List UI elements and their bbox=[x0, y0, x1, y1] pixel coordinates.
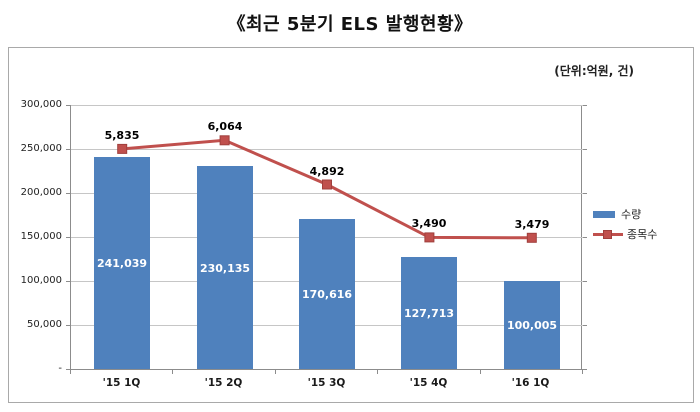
x-axis-tick bbox=[377, 370, 378, 374]
y-axis-tick bbox=[583, 105, 587, 106]
y-axis-tick bbox=[583, 193, 587, 194]
bar-value-label: 241,039 bbox=[96, 257, 148, 270]
y-axis-tick bbox=[583, 149, 587, 150]
legend-item-line-series: 종목수 bbox=[593, 226, 657, 242]
line-value-label: 6,064 bbox=[207, 120, 243, 133]
bar-'15 3Q bbox=[299, 219, 355, 369]
y-axis-tick bbox=[66, 237, 70, 238]
y-axis-tick-label: 200,000 bbox=[20, 187, 62, 198]
line-value-label: 5,835 bbox=[104, 129, 140, 142]
y-axis-tick bbox=[66, 325, 70, 326]
y-axis-tick bbox=[66, 281, 70, 282]
x-axis-tick bbox=[582, 370, 583, 374]
line-marker-icon bbox=[322, 179, 332, 190]
x-axis-category-label: '16 1Q bbox=[511, 377, 550, 389]
y-axis-tick bbox=[66, 193, 70, 194]
bar-'15 2Q bbox=[197, 166, 253, 369]
y-axis-tick-label: 100,000 bbox=[20, 275, 62, 286]
y-axis-tick-label: - bbox=[58, 363, 62, 374]
line-value-label: 3,479 bbox=[514, 218, 550, 231]
x-axis-category-label: '15 4Q bbox=[409, 377, 448, 389]
y-axis-tick bbox=[583, 325, 587, 326]
line-series-swatch-icon bbox=[593, 229, 623, 239]
line-marker-icon bbox=[219, 135, 230, 146]
bar-series-swatch-icon bbox=[593, 210, 615, 218]
y-axis-tick bbox=[583, 237, 587, 238]
line-marker-icon bbox=[526, 232, 537, 243]
x-axis-category-label: '15 2Q bbox=[204, 377, 243, 389]
line-marker-icon bbox=[424, 232, 435, 243]
bar-value-label: 100,005 bbox=[506, 319, 558, 332]
bar-value-label: 230,135 bbox=[199, 262, 251, 275]
y-axis-tick-label: 300,000 bbox=[20, 99, 62, 110]
x-axis-tick bbox=[70, 370, 71, 374]
unit-label: (단위:억원, 건) bbox=[554, 64, 634, 78]
gridline bbox=[71, 193, 583, 194]
y-axis-tick bbox=[583, 369, 587, 370]
legend-item-bar-series: 수량 bbox=[593, 206, 657, 222]
line-series bbox=[117, 135, 537, 243]
x-axis-line bbox=[66, 369, 587, 370]
y-axis-tick bbox=[583, 281, 587, 282]
x-axis-tick bbox=[172, 370, 173, 374]
line-marker-icon bbox=[117, 143, 128, 154]
x-axis-category-label: '15 1Q bbox=[102, 377, 141, 389]
x-axis-tick bbox=[480, 370, 481, 374]
gridline bbox=[71, 149, 583, 150]
bar-value-label: 170,616 bbox=[301, 288, 353, 301]
y-axis-tick-label: 250,000 bbox=[20, 143, 62, 154]
legend-label: 종목수 bbox=[627, 228, 658, 241]
line-value-label: 4,892 bbox=[309, 165, 345, 178]
legend: 수량 종목수 bbox=[593, 206, 657, 246]
legend-label: 수량 bbox=[621, 208, 642, 221]
bar-'15 4Q bbox=[401, 257, 457, 369]
line-value-label: 3,490 bbox=[411, 217, 447, 230]
y-axis-tick bbox=[66, 369, 70, 370]
y-axis-tick-label: 150,000 bbox=[20, 231, 62, 242]
plot-area: 241,039 230,135 170,616 127,713 100,005 5,835… bbox=[70, 105, 583, 369]
gridline bbox=[71, 105, 583, 106]
bar-value-label: 127,713 bbox=[403, 307, 455, 320]
chart-title: 《최근 5분기 ELS 발행현황》 bbox=[227, 14, 473, 35]
bar-'15 1Q bbox=[94, 157, 150, 369]
x-axis-category-label: '15 3Q bbox=[307, 377, 346, 389]
y-axis-tick bbox=[66, 105, 70, 106]
y-axis-tick-label: 50,000 bbox=[27, 319, 62, 330]
y-axis-tick bbox=[66, 149, 70, 150]
x-axis-tick bbox=[275, 370, 276, 374]
bar-'16 1Q bbox=[504, 281, 560, 369]
